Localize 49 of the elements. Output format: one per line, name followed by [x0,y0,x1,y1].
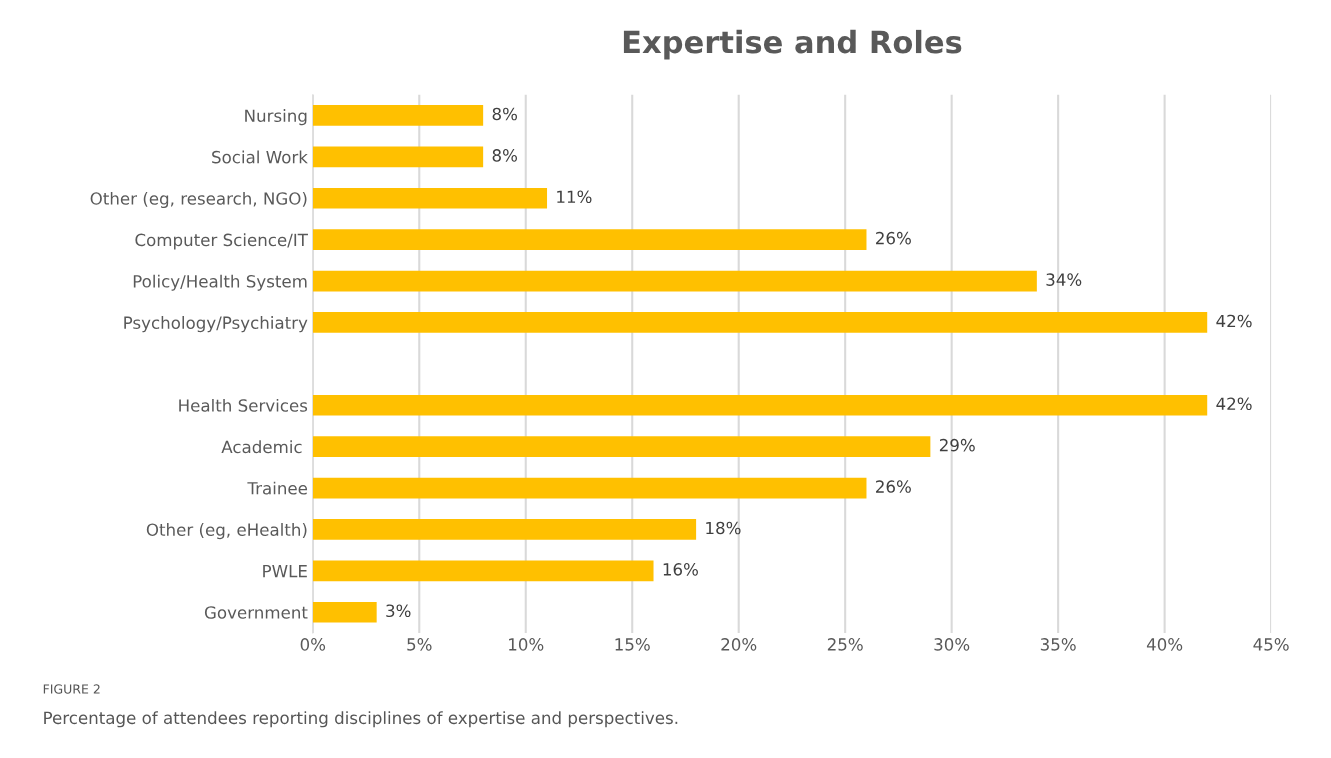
y-tick-label: Nursing [245,109,307,126]
data-label: 29% [939,438,975,452]
y-tick-label: Computer Science/IT [135,233,308,250]
bar [312,560,654,582]
caption: FIGURE 2 [43,684,100,694]
y-tick-label: Government [204,606,308,619]
y-tick-label: Health Services [179,398,308,412]
x-tick-label: 25% [827,638,863,651]
bar [312,519,697,540]
data-label: 11% [557,190,592,204]
text: Percentage of attendees reporting disciplines of expertise and perspectives. [44,711,678,728]
y-tick-label: Other (eg, eHealth) [146,523,307,540]
data-label: 8% [492,107,518,121]
data-label: 26% [876,480,911,493]
bar [312,105,484,126]
x-tick-label: 20% [721,638,757,651]
data-label: 42% [1216,397,1252,411]
data-label: 34% [1046,273,1082,286]
bar [312,312,1208,333]
x-tick-label: 10% [509,638,544,651]
bar [312,601,377,623]
x-tick-label: 5% [407,638,432,651]
data-label: 8% [492,149,518,162]
bar [312,187,548,209]
y-tick-label: Policy/Health System [133,274,307,291]
x-tick-label: 35% [1040,638,1076,651]
data-label: 3% [386,604,411,618]
data-label: 16% [663,563,698,576]
bar [312,270,1037,292]
data-label: 18% [706,521,741,535]
y-tick-label: PWLE [263,565,307,578]
y-tick-label: Psychology/Psychiatry [124,316,308,333]
y-tick-label: Trainee [247,481,308,495]
x-tick-label: 15% [615,638,650,651]
x-tick-label: 30% [934,638,970,651]
bar [312,229,867,250]
x-tick-label: 40% [1146,638,1183,651]
y-tick-label: Academic [221,440,302,454]
x-tick-label: 0% [300,638,326,651]
bar [312,477,867,499]
y-tick-label: Social Work [212,150,308,164]
data-label: 42% [1216,314,1252,328]
bar [312,146,484,168]
bar [312,436,931,457]
y-tick-label: Other (eg, research, NGO) [90,191,307,209]
data-label: 26% [876,231,911,245]
bar [312,394,1208,416]
chart-title: Expertise and Roles [623,29,962,60]
x-tick-label: 45% [1253,638,1289,651]
